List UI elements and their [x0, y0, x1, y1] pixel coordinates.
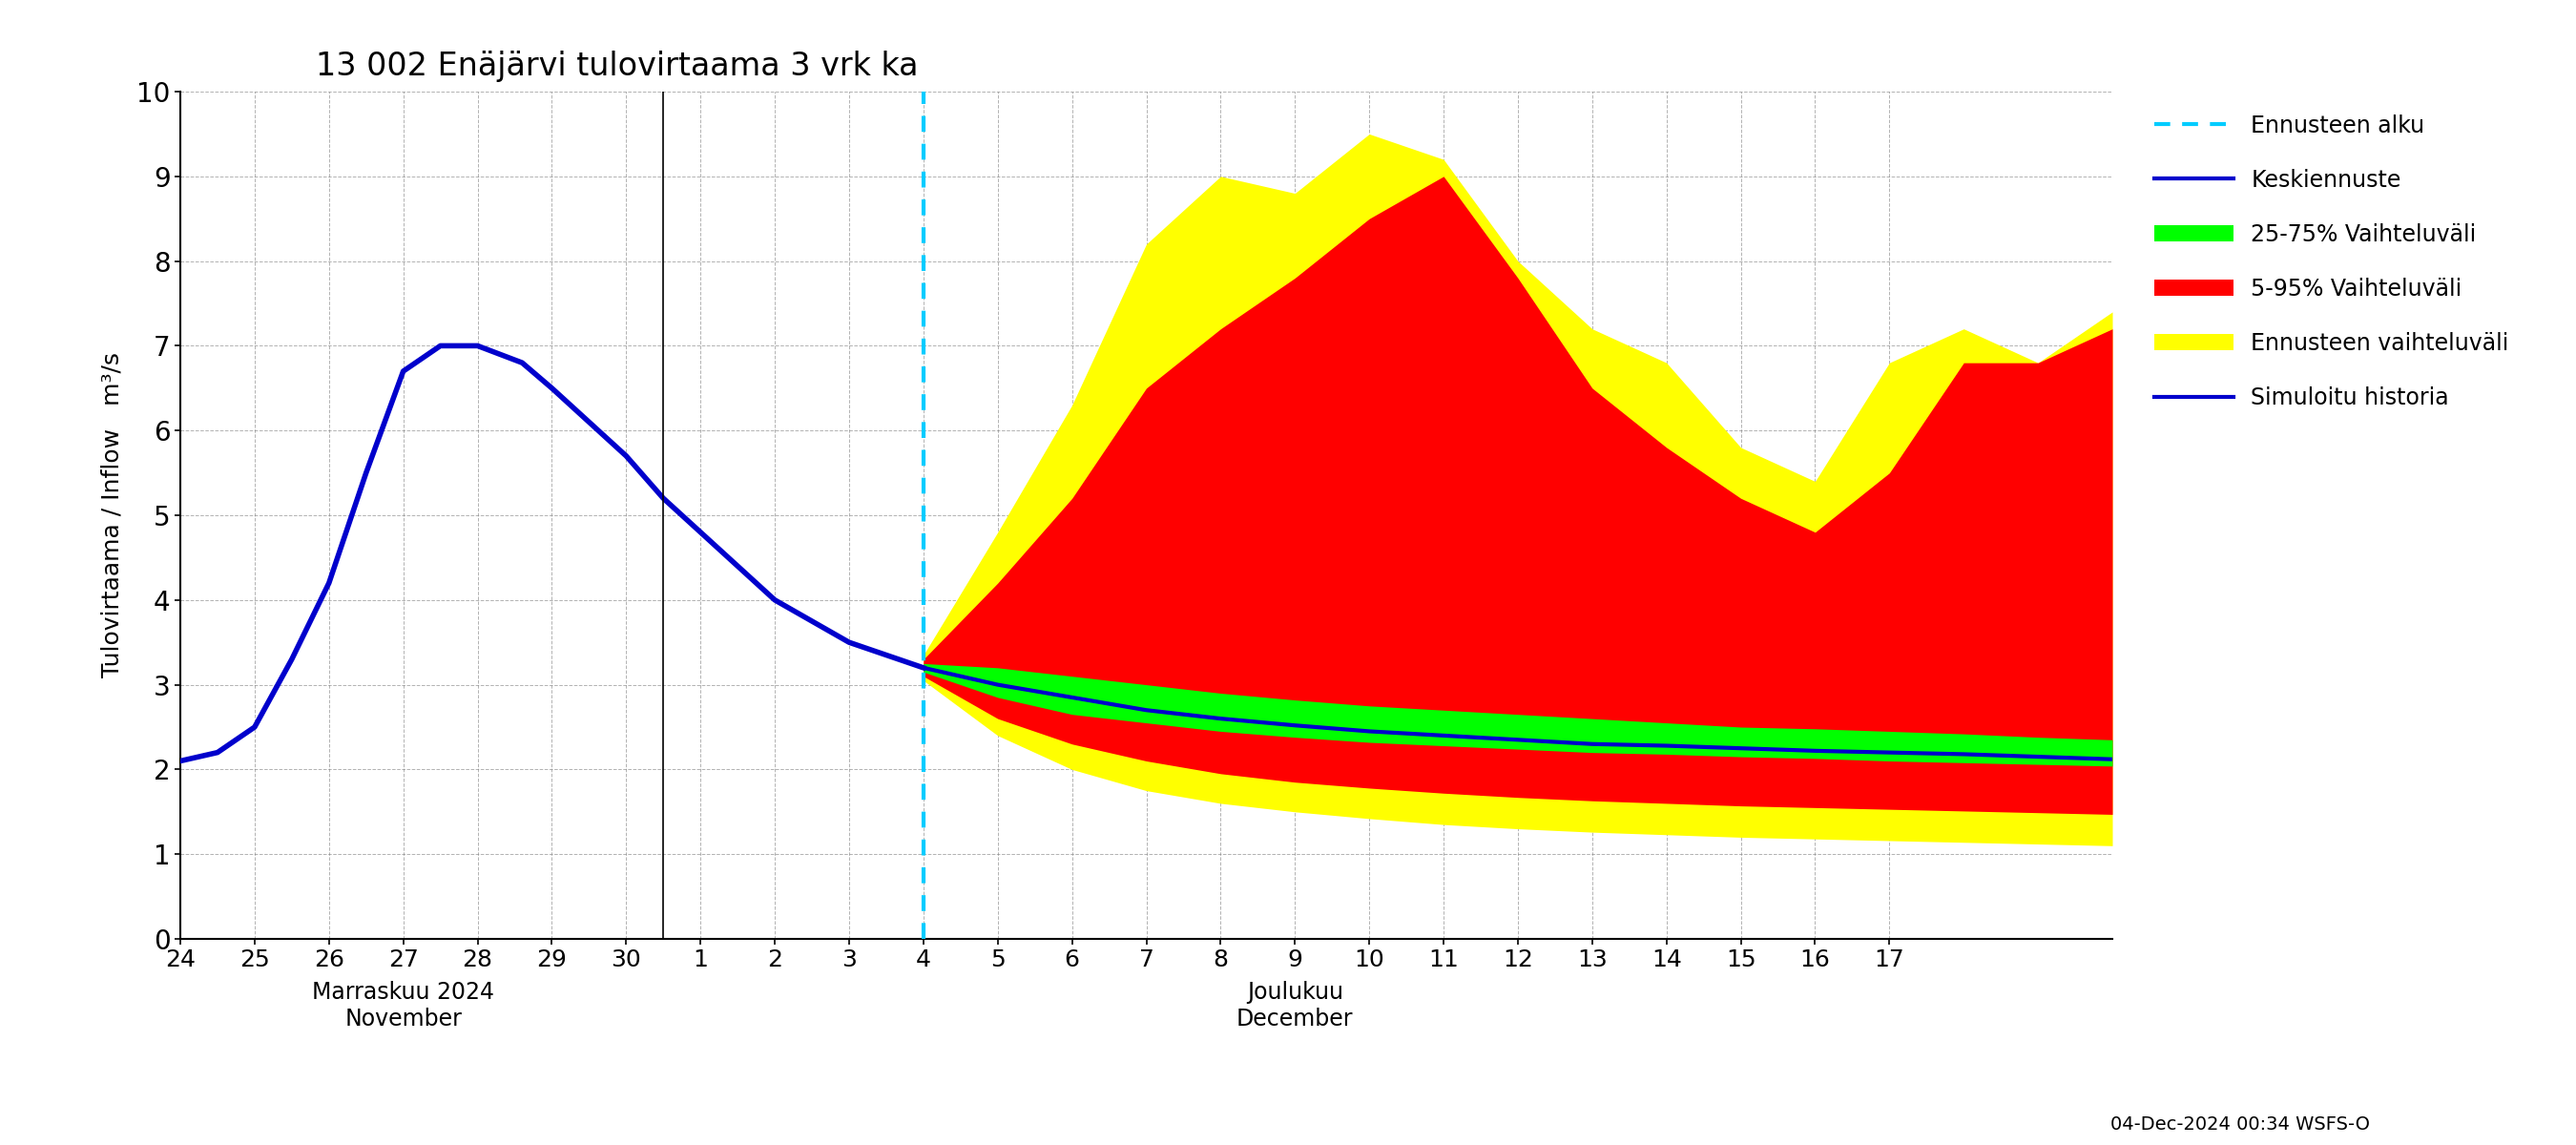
Text: Marraskuu 2024
November: Marraskuu 2024 November [312, 981, 495, 1031]
Y-axis label: Tulovirtaama / Inflow   m³/s: Tulovirtaama / Inflow m³/s [100, 353, 124, 678]
Text: 13 002 Enäjärvi tulovirtaama 3 vrk ka: 13 002 Enäjärvi tulovirtaama 3 vrk ka [314, 50, 917, 82]
Text: 04-Dec-2024 00:34 WSFS-O: 04-Dec-2024 00:34 WSFS-O [2110, 1115, 2370, 1134]
Legend: Ennusteen alku, Keskiennuste, 25-75% Vaihteluväli, 5-95% Vaihteluväli, Ennusteen: Ennusteen alku, Keskiennuste, 25-75% Vai… [2143, 103, 2519, 420]
Text: Joulukuu
December: Joulukuu December [1236, 981, 1352, 1031]
